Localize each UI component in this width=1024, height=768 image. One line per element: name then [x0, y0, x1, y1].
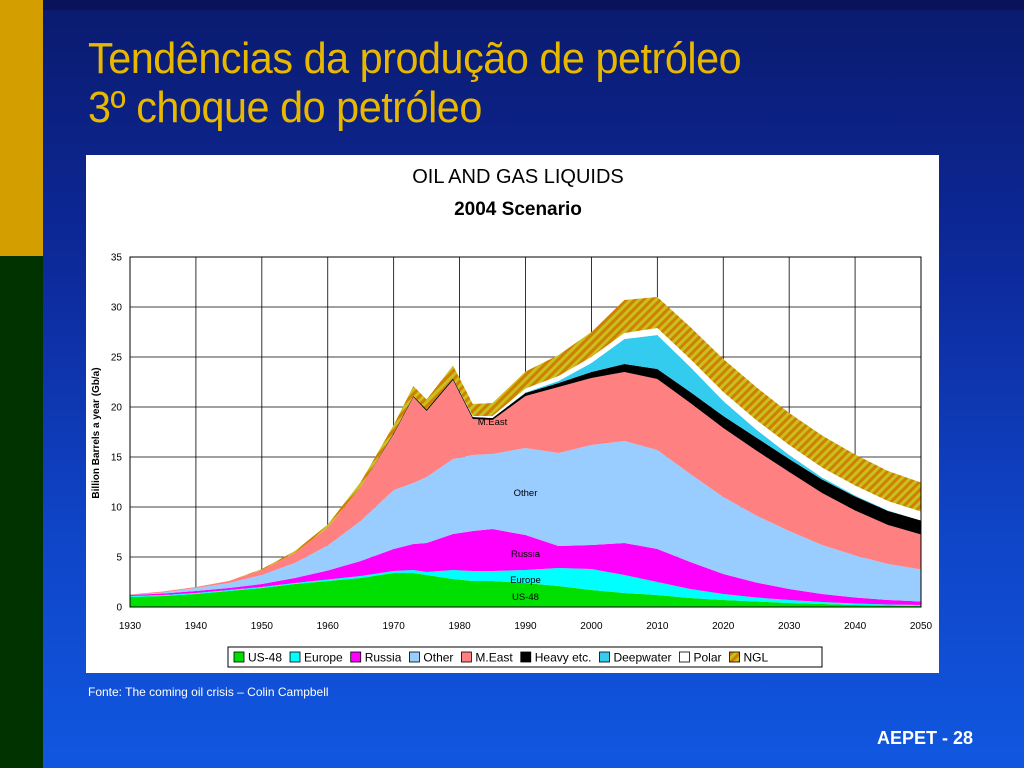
legend-label-polar: Polar — [694, 651, 722, 665]
source-caption: Fonte: The coming oil crisis – Colin Cam… — [88, 685, 329, 699]
x-tick-label: 1930 — [119, 621, 142, 632]
area-other — [130, 441, 921, 602]
x-tick-label: 1980 — [448, 621, 471, 632]
legend-swatch-heavy-etc — [520, 651, 532, 663]
chart-legend: US-48 Europe Russia Other M.East Heavy etc. De… — [227, 646, 823, 668]
plot-border — [129, 256, 922, 608]
y-tick-label: 35 — [111, 253, 123, 264]
y-tick-label: 20 — [111, 403, 123, 414]
chart-panel: OIL AND GAS LIQUIDS 2004 Scenario 0 5 10 15… — [86, 155, 939, 673]
x-tick-label: 2000 — [580, 621, 603, 632]
y-tick-label: 15 — [111, 453, 123, 464]
x-tick-label: 1990 — [514, 621, 537, 632]
y-tick-label: 10 — [111, 503, 123, 514]
slide-number: AEPET - 28 — [877, 728, 974, 748]
annotation-m-east: M.East — [478, 417, 508, 428]
x-tick-label: 2030 — [778, 621, 801, 632]
area-ngl — [130, 297, 921, 595]
x-tick-label: 2040 — [844, 621, 867, 632]
x-tick-label: 2020 — [712, 621, 735, 632]
legend-swatch-us-48 — [233, 651, 245, 663]
area-russia — [130, 529, 921, 605]
slide-title-line1: Tendências da produção de petróleo — [88, 34, 742, 83]
legend-swatch-europe — [289, 651, 301, 663]
annotation-other: Other — [514, 488, 538, 499]
legend-label-europe: Europe — [304, 651, 343, 665]
x-tick-label: 1950 — [251, 621, 274, 632]
area-heavy-etc — [130, 364, 921, 595]
x-tick-label: 1970 — [383, 621, 406, 632]
chart-title: OIL AND GAS LIQUIDS — [412, 166, 624, 188]
area-europe — [130, 568, 921, 606]
oil-gas-liquids-chart: OIL AND GAS LIQUIDS 2004 Scenario 0 5 10 15… — [91, 166, 933, 668]
y-tick-label: 30 — [111, 303, 123, 314]
legend-label-ngl: NGL — [744, 651, 769, 665]
y-tick-label: 5 — [116, 553, 122, 564]
legend-label-russia: Russia — [365, 651, 402, 665]
y-tick-label: 25 — [111, 353, 123, 364]
slide-title: Tendências da produção de petróleo 3º ch… — [88, 34, 934, 132]
legend-label-deepwater: Deepwater — [613, 651, 671, 665]
area-us-48 — [130, 573, 921, 607]
legend-swatch-ngl — [729, 651, 740, 663]
legend-swatch-polar — [679, 651, 690, 663]
accent-bar-bottom — [0, 256, 43, 768]
accent-bar-top — [0, 0, 43, 256]
x-tick-label: 2010 — [646, 621, 669, 632]
legend-label-other: Other — [423, 651, 453, 665]
legend-swatch-other — [409, 651, 420, 663]
legend-label-heavy-etc: Heavy etc. — [535, 651, 592, 665]
annotation-europe: Europe — [510, 575, 541, 586]
y-axis-label: Billion Barrels a year (Gb/a) — [91, 367, 102, 498]
chart-subtitle: 2004 Scenario — [454, 199, 582, 220]
slide-title-line2: 3º choque do petróleo — [88, 83, 482, 132]
chart-annotations: M.East Other Russia Europe US-48 — [478, 417, 541, 603]
legend-swatch-m-east — [461, 651, 472, 663]
x-tick-label: 1940 — [185, 621, 208, 632]
top-band — [43, 0, 1024, 10]
legend-label-us-48: US-48 — [248, 651, 282, 665]
annotation-russia: Russia — [511, 549, 541, 560]
area-m-east — [130, 372, 921, 595]
legend-swatch-russia — [350, 651, 362, 663]
y-tick-label: 0 — [116, 603, 122, 614]
annotation-us-48: US-48 — [512, 592, 539, 603]
x-tick-label: 1960 — [317, 621, 340, 632]
legend-label-m-east: M.East — [475, 651, 513, 665]
x-tick-label: 2050 — [910, 621, 933, 632]
legend-swatch-deepwater — [599, 651, 610, 663]
chart-axes: 0 5 10 15 20 25 30 35 1930 1940 1950 1960 1970 1980 19… — [111, 253, 933, 633]
area-polar — [130, 328, 921, 595]
chart-areas — [130, 297, 921, 607]
